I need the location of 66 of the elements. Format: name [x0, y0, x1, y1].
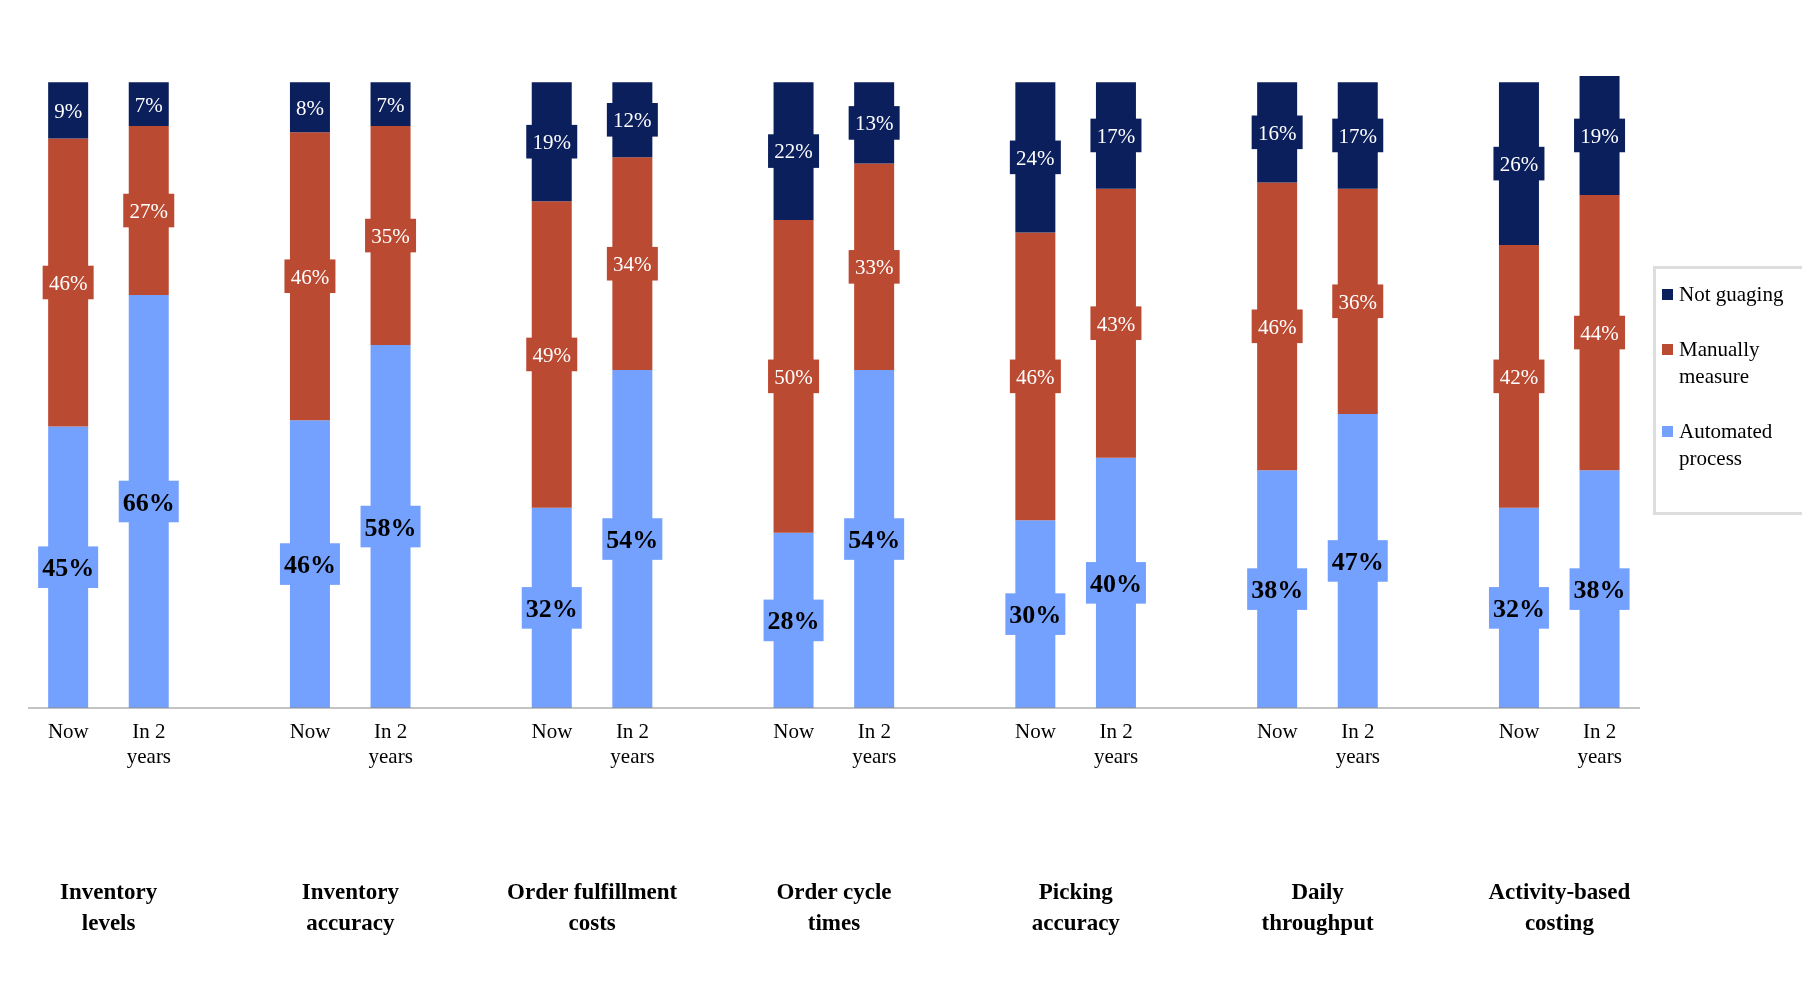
data-label: 32% [525, 593, 578, 623]
data-label: 22% [774, 139, 813, 164]
data-label: 17% [1338, 123, 1377, 148]
data-label: 17% [1096, 123, 1136, 148]
data-label: 38% [1251, 575, 1304, 605]
x-tick-label: Now [1015, 719, 1057, 743]
data-label: 34% [613, 252, 652, 277]
data-label: 9% [54, 98, 83, 123]
data-label: 13% [854, 111, 894, 136]
data-label: 12% [613, 108, 652, 133]
x-tick-label: Now [531, 719, 574, 743]
data-label: 7% [376, 92, 405, 117]
x-tick-label: Now [289, 719, 332, 743]
data-label: 46% [283, 550, 336, 580]
data-label: 45% [42, 553, 95, 583]
x-tick-label: Now [1256, 719, 1299, 743]
x-tick-label: In 2 years [610, 719, 655, 768]
data-label: 46% [1016, 364, 1055, 389]
data-label: 46% [1257, 314, 1297, 339]
data-label: 49% [532, 342, 571, 367]
text: Order cycle times [775, 878, 893, 937]
data-label: 46% [290, 264, 330, 289]
legend-label: Manually measure [1679, 336, 1761, 390]
legend-label: Automated process [1679, 418, 1774, 472]
data-label: 33% [854, 255, 894, 280]
x-tick-label: In 2 years [1093, 719, 1139, 768]
data-label: 54% [606, 525, 659, 555]
data-label: 47% [1331, 547, 1384, 577]
x-tick-label: Now [47, 719, 90, 743]
data-label: 26% [1499, 151, 1539, 176]
data-label: 42% [1499, 364, 1539, 389]
data-label: 58% [364, 512, 417, 542]
data-label: 50% [774, 364, 813, 389]
x-tick-label: In 2 years [1577, 719, 1622, 768]
data-label: 27% [129, 198, 168, 223]
text: Picking accuracy [1030, 878, 1121, 937]
data-label: 19% [532, 130, 571, 155]
data-label: 8% [295, 95, 324, 120]
x-tick-label: In 2 years [126, 719, 172, 768]
text: Inventory levels [59, 878, 159, 937]
data-label: 24% [1016, 145, 1055, 170]
x-tick-label: In 2 years [1335, 719, 1381, 768]
data-label: 28% [767, 606, 820, 636]
data-label: 43% [1096, 311, 1136, 336]
data-label: 66% [122, 487, 175, 517]
data-label: 16% [1257, 120, 1297, 145]
data-label: 40% [1089, 568, 1142, 598]
data-label: 54% [848, 525, 901, 555]
x-tick-label: Now [773, 719, 815, 743]
data-label: 44% [1580, 320, 1619, 345]
text: Inventory accuracy [300, 878, 400, 937]
data-label: 30% [1009, 600, 1062, 630]
data-label: 32% [1492, 593, 1545, 623]
data-label: 38% [1573, 575, 1626, 605]
x-tick-label: In 2 years [852, 719, 897, 768]
data-label: 46% [48, 270, 88, 295]
data-label: 7% [134, 92, 163, 117]
data-label: 19% [1580, 123, 1619, 148]
text: Order fulfillment costs [506, 878, 679, 937]
x-tick-label: In 2 years [368, 719, 413, 768]
text: Daily throughput [1260, 878, 1375, 937]
legend-label: Not guaging [1679, 281, 1784, 308]
text: Activity-based costing [1487, 878, 1632, 937]
x-tick-label: Now [1498, 719, 1541, 743]
data-label: 35% [371, 223, 410, 248]
data-label: 36% [1338, 289, 1377, 314]
